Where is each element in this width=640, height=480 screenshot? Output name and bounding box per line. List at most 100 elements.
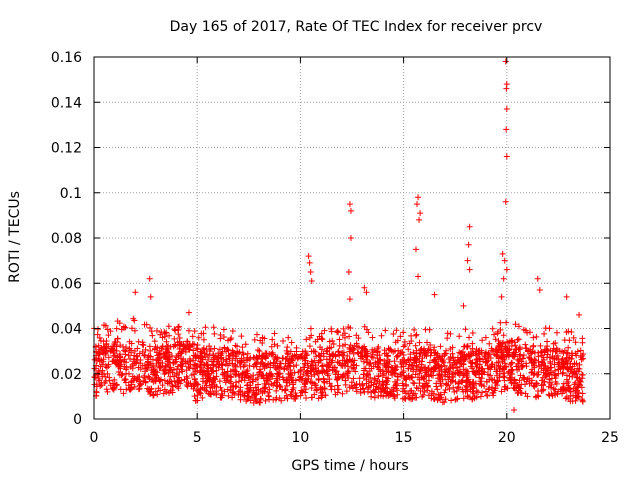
data-point: [192, 361, 199, 368]
data-point: [391, 393, 398, 400]
data-point: [147, 293, 154, 300]
data-point: [298, 377, 305, 384]
data-point: [250, 372, 257, 379]
data-point: [308, 332, 315, 339]
data-point: [476, 374, 483, 381]
data-point: [156, 364, 163, 371]
data-point: [364, 356, 371, 363]
data-point: [120, 343, 127, 350]
data-point: [236, 359, 243, 366]
data-point: [224, 386, 231, 393]
data-point: [372, 389, 379, 396]
data-point: [455, 369, 462, 376]
data-point: [336, 336, 343, 343]
data-point: [382, 327, 389, 334]
data-point: [134, 352, 141, 359]
data-point: [479, 389, 486, 396]
data-point: [508, 342, 515, 349]
data-point: [444, 335, 451, 342]
data-point: [538, 377, 545, 384]
data-point: [456, 363, 463, 370]
data-point: [511, 376, 518, 383]
data-point: [421, 373, 428, 380]
data-point: [308, 358, 315, 365]
data-point: [512, 342, 519, 349]
data-point: [118, 372, 125, 379]
data-point: [579, 390, 586, 397]
data-point: [200, 375, 207, 382]
data-point: [271, 330, 278, 337]
data-point: [535, 369, 542, 376]
data-point: [566, 354, 573, 361]
y-tick-label: 0.06: [51, 276, 82, 292]
data-point: [122, 370, 129, 377]
data-point: [264, 372, 271, 379]
data-point: [315, 395, 322, 402]
data-point: [564, 360, 571, 367]
data-point: [434, 386, 441, 393]
data-point: [232, 363, 239, 370]
data-point: [509, 359, 516, 366]
data-point: [412, 357, 419, 364]
data-point: [497, 319, 504, 326]
data-point: [388, 391, 395, 398]
data-point: [175, 323, 182, 330]
data-point: [94, 326, 101, 333]
data-point: [186, 346, 193, 353]
data-point: [169, 369, 176, 376]
data-point: [306, 259, 313, 266]
data-point: [448, 378, 455, 385]
data-point: [150, 391, 157, 398]
data-point: [324, 368, 331, 375]
data-point: [401, 341, 408, 348]
data-point: [271, 341, 278, 348]
data-point: [288, 339, 295, 346]
data-point: [171, 335, 178, 342]
data-point: [490, 392, 497, 399]
data-point: [371, 375, 378, 382]
data-point: [306, 334, 313, 341]
data-point: [451, 388, 458, 395]
data-point: [257, 337, 264, 344]
data-point: [473, 346, 480, 353]
data-point: [209, 367, 216, 374]
data-point: [126, 347, 133, 354]
data-point: [501, 374, 508, 381]
data-point: [130, 377, 137, 384]
data-point: [353, 388, 360, 395]
x-tick-label: 5: [193, 430, 202, 446]
data-point: [579, 396, 586, 403]
data-point: [113, 325, 120, 332]
data-point: [201, 349, 208, 356]
data-point: [579, 398, 586, 405]
data-point: [503, 85, 510, 92]
data-point: [144, 361, 151, 368]
data-point: [104, 388, 111, 395]
grid-lines: [94, 57, 610, 419]
data-point: [318, 394, 325, 401]
data-point: [266, 393, 273, 400]
data-point: [289, 353, 296, 360]
data-point: [384, 352, 390, 359]
data-point: [488, 376, 495, 383]
data-point: [95, 342, 102, 349]
data-point: [218, 354, 225, 361]
data-point: [402, 359, 409, 366]
data-point: [443, 366, 450, 373]
data-point: [312, 365, 319, 372]
data-point: [456, 333, 463, 340]
data-point: [195, 334, 202, 341]
data-point: [308, 385, 315, 392]
data-point: [501, 257, 508, 264]
data-point: [347, 235, 354, 241]
data-point: [212, 376, 219, 383]
data-point: [283, 365, 290, 372]
data-point: [516, 344, 523, 351]
data-point: [194, 346, 201, 353]
data-point: [449, 344, 456, 351]
data-point: [573, 394, 580, 401]
data-point: [315, 359, 322, 366]
data-point: [198, 364, 205, 371]
data-point: [552, 375, 559, 382]
data-point: [150, 369, 157, 376]
